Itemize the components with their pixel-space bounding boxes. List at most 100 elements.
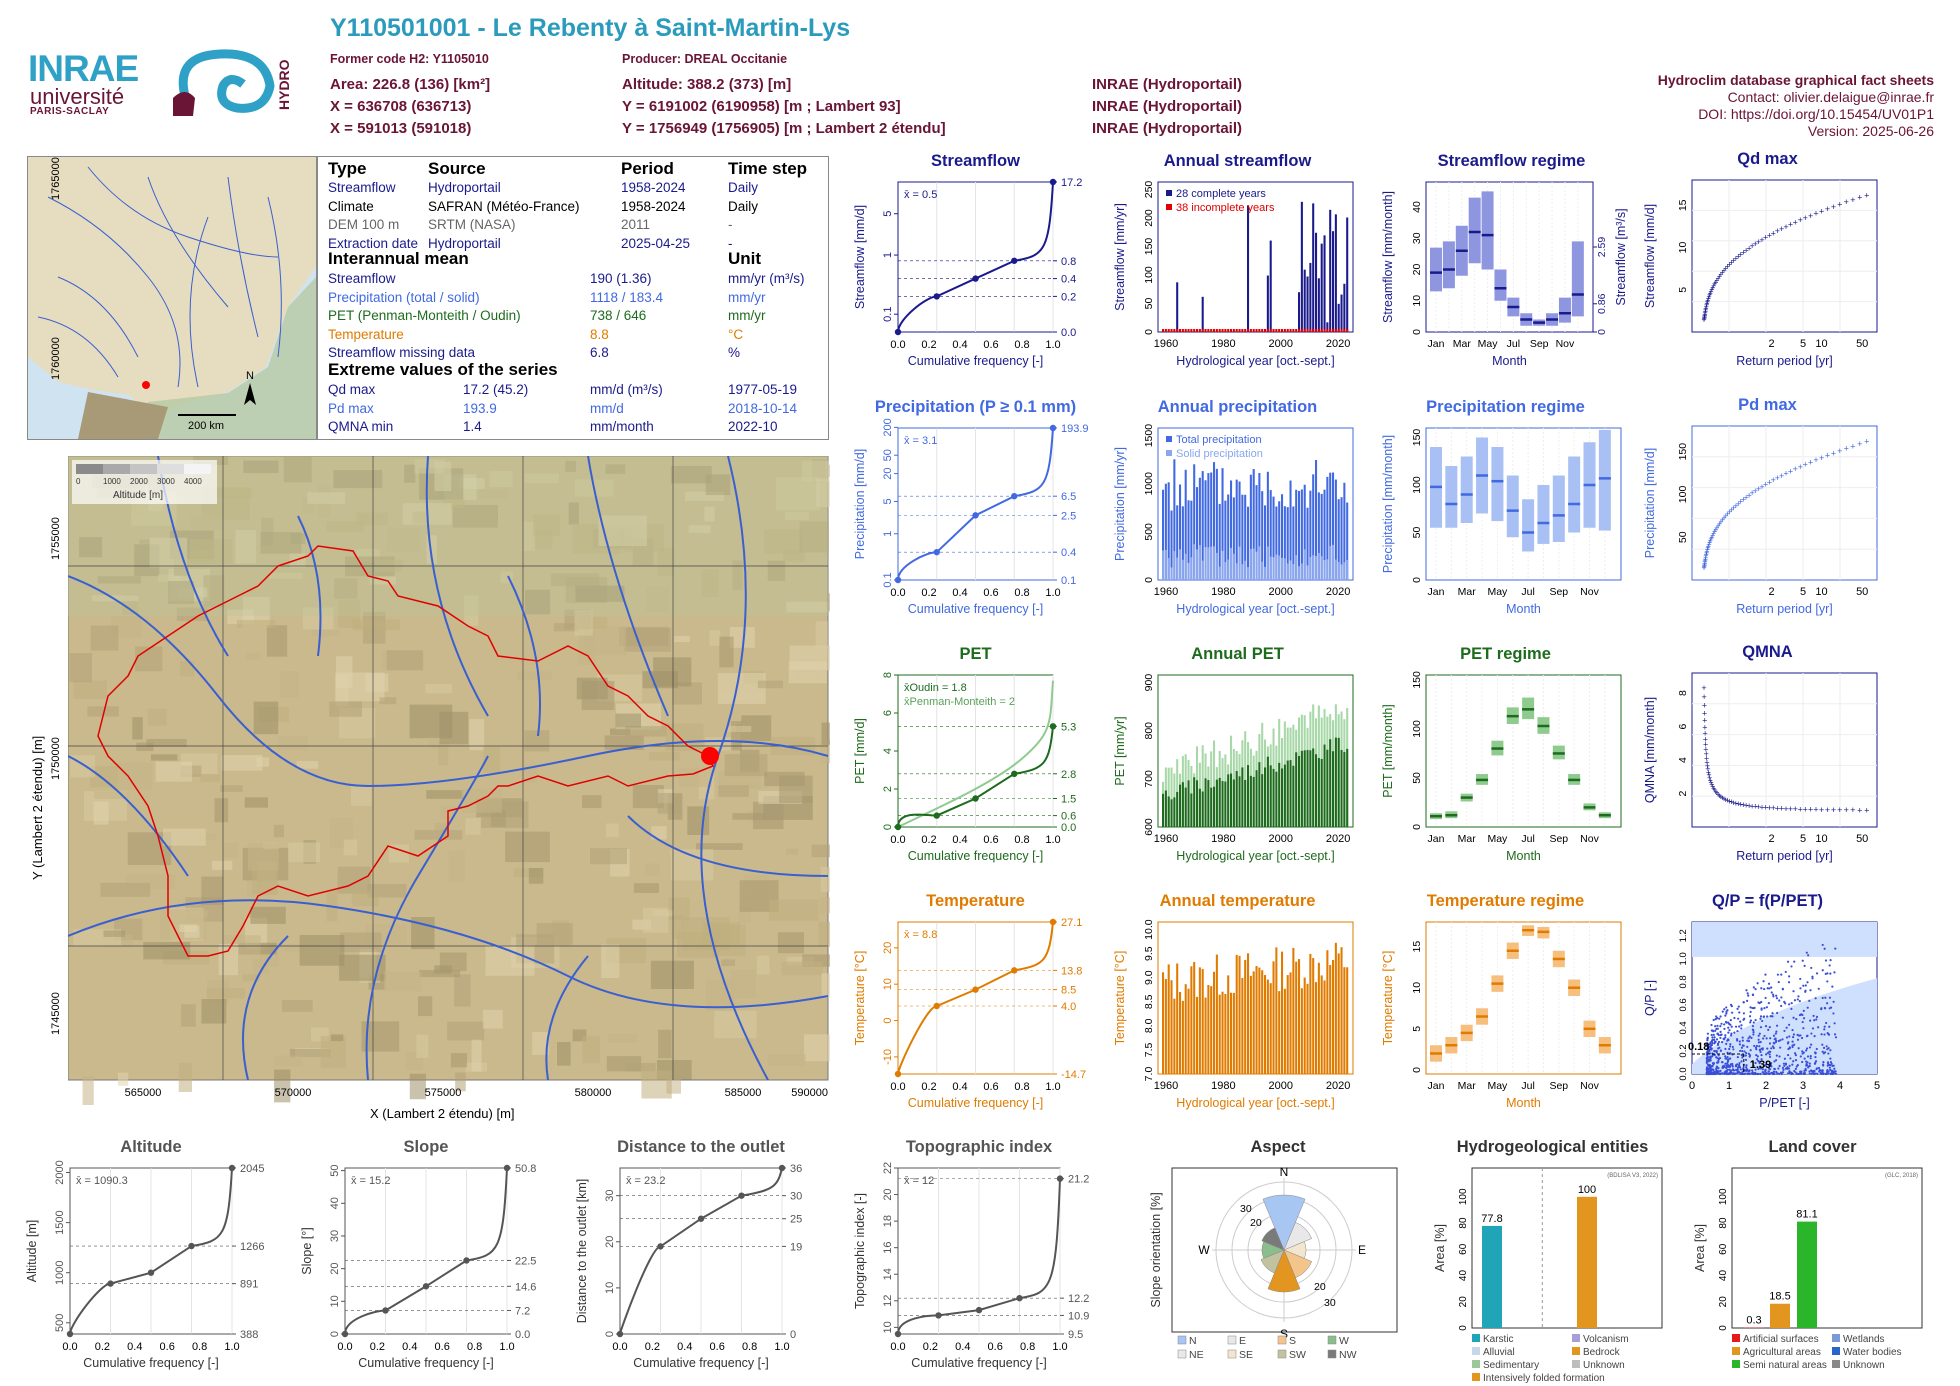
incomplete-bar	[1215, 329, 1218, 332]
solid-bar	[1326, 559, 1329, 580]
data-point: +	[1798, 215, 1803, 225]
quantile-point	[422, 1283, 430, 1290]
oudin-bar	[1323, 744, 1326, 827]
data-point	[1801, 1060, 1804, 1064]
right-tick: 388	[240, 1329, 258, 1341]
right-tick: -14.7	[1061, 1069, 1086, 1081]
version: Version: 2025-06-26	[1807, 123, 1934, 139]
chart-qp: Q/P = f(P/PET) 0.18 1.39 0.0 0.2 0.4 0.6 0.8 1.0…	[1640, 892, 1895, 1114]
x-tick: 0.4	[952, 834, 967, 846]
legend-tick: 3000	[157, 477, 175, 486]
data-point: +	[1720, 268, 1725, 278]
chart-title: Streamflow	[931, 152, 1020, 170]
x-tick: 0.0	[890, 834, 905, 846]
x-tick: Jul	[1521, 586, 1534, 598]
legend-entry: Wetlands	[1843, 1334, 1885, 1345]
data-point	[1797, 1047, 1800, 1050]
legend-tick: 4000	[184, 477, 202, 486]
data-point: +	[1702, 708, 1707, 718]
x-tick: 10	[1815, 586, 1827, 598]
coord-x-l2: X = 591013 (591018)	[330, 120, 472, 137]
year-bar	[1193, 464, 1196, 580]
right-tick: 6.5	[1061, 491, 1076, 503]
data-point	[1814, 997, 1817, 1000]
data-point	[1723, 1008, 1726, 1011]
data-point: +	[1718, 517, 1723, 527]
data-point: +	[1756, 802, 1761, 812]
data-point	[1818, 1069, 1821, 1072]
year-bar	[1255, 485, 1258, 580]
solid-bar	[1258, 546, 1261, 580]
right-tick: 0.0	[515, 1329, 530, 1341]
y-tick: 500	[1143, 523, 1155, 541]
data-point	[1791, 1045, 1794, 1049]
data-point: +	[1702, 561, 1707, 571]
incomplete-bar	[1213, 329, 1216, 332]
cell-mean-value: 738 / 646	[590, 308, 647, 323]
data-point	[1706, 1054, 1709, 1058]
right-tick: 2.8	[1061, 769, 1076, 781]
x-tick: 1960	[1154, 338, 1178, 350]
oudin-bar	[1252, 776, 1255, 827]
solid-bar	[1346, 559, 1349, 580]
data-point: +	[1779, 224, 1784, 234]
data-point: +	[1759, 802, 1764, 812]
data-point	[1716, 1027, 1719, 1030]
catchment-map: 0 1000 2000 3000 4000 Altitude [m] 565000 57000…	[67, 455, 870, 1121]
data-point	[1728, 1065, 1732, 1068]
chart-slope: Slope 50.8 22.5 14.6 7.2 0.0 0 10 20 30 40 50 0.0 0.2…	[295, 1138, 557, 1374]
y-tick: 4	[1677, 757, 1689, 763]
x-tick: Jan	[1428, 1080, 1445, 1092]
year-bar	[1264, 505, 1267, 580]
oudin-bar	[1332, 751, 1335, 827]
oudin-bar	[1289, 760, 1292, 827]
data-point	[1768, 1064, 1771, 1067]
data-point	[1751, 1024, 1755, 1028]
data-point: +	[1738, 800, 1743, 810]
incomplete-bar	[1272, 329, 1275, 332]
solid-bar	[1269, 556, 1272, 580]
data-point	[1798, 1000, 1801, 1003]
cell-ext-value: 193.9	[463, 400, 497, 416]
data-point: +	[1714, 275, 1719, 285]
chart-temp: Temperature 27.1 13.8 8.5 4.0 -14.7 -10 0 10 20 0.…	[848, 892, 1103, 1114]
chart-title: Topographic index	[905, 1138, 1053, 1156]
left-tick: 500	[54, 1314, 66, 1332]
data-point: +	[1705, 764, 1710, 774]
quantile-point	[975, 1306, 983, 1314]
data-point	[1774, 1037, 1777, 1040]
data-point: +	[1723, 511, 1728, 521]
data-point	[1712, 1033, 1715, 1036]
oudin-bar	[1275, 771, 1278, 827]
th-type: Type	[328, 159, 367, 178]
year-bar	[1252, 469, 1255, 580]
month-box	[1598, 429, 1611, 531]
station-marker-icon	[142, 381, 150, 389]
data-point	[1711, 1068, 1714, 1071]
aspect-sector	[1267, 1249, 1301, 1293]
data-point	[1714, 1029, 1717, 1032]
incomplete-bar	[1244, 329, 1247, 332]
oudin-bar	[1261, 774, 1264, 827]
year-bar	[1173, 998, 1176, 1074]
x-tick: May	[1487, 1080, 1508, 1092]
data-point	[1806, 1006, 1809, 1009]
year-bar	[1323, 980, 1326, 1074]
year-bar	[1300, 489, 1303, 580]
data-point: +	[1721, 794, 1726, 804]
data-point: +	[1864, 805, 1869, 815]
x-tick: Jul	[1521, 833, 1534, 845]
data-point	[1727, 1021, 1730, 1024]
data-point: +	[1713, 787, 1718, 797]
cell-mean-value: 8.8	[590, 326, 609, 342]
data-point: +	[1703, 551, 1708, 561]
oudin-bar	[1283, 764, 1286, 827]
data-point	[1746, 992, 1749, 995]
oudin-bar	[1167, 796, 1170, 827]
chart-title: Land cover	[1768, 1138, 1857, 1156]
chart-title: PET regime	[1460, 645, 1551, 663]
solid-bar	[1295, 555, 1298, 580]
oudin-bar	[1179, 784, 1182, 827]
legend-entry: N	[1189, 1335, 1197, 1347]
y-tick: 10.0	[1143, 919, 1155, 940]
